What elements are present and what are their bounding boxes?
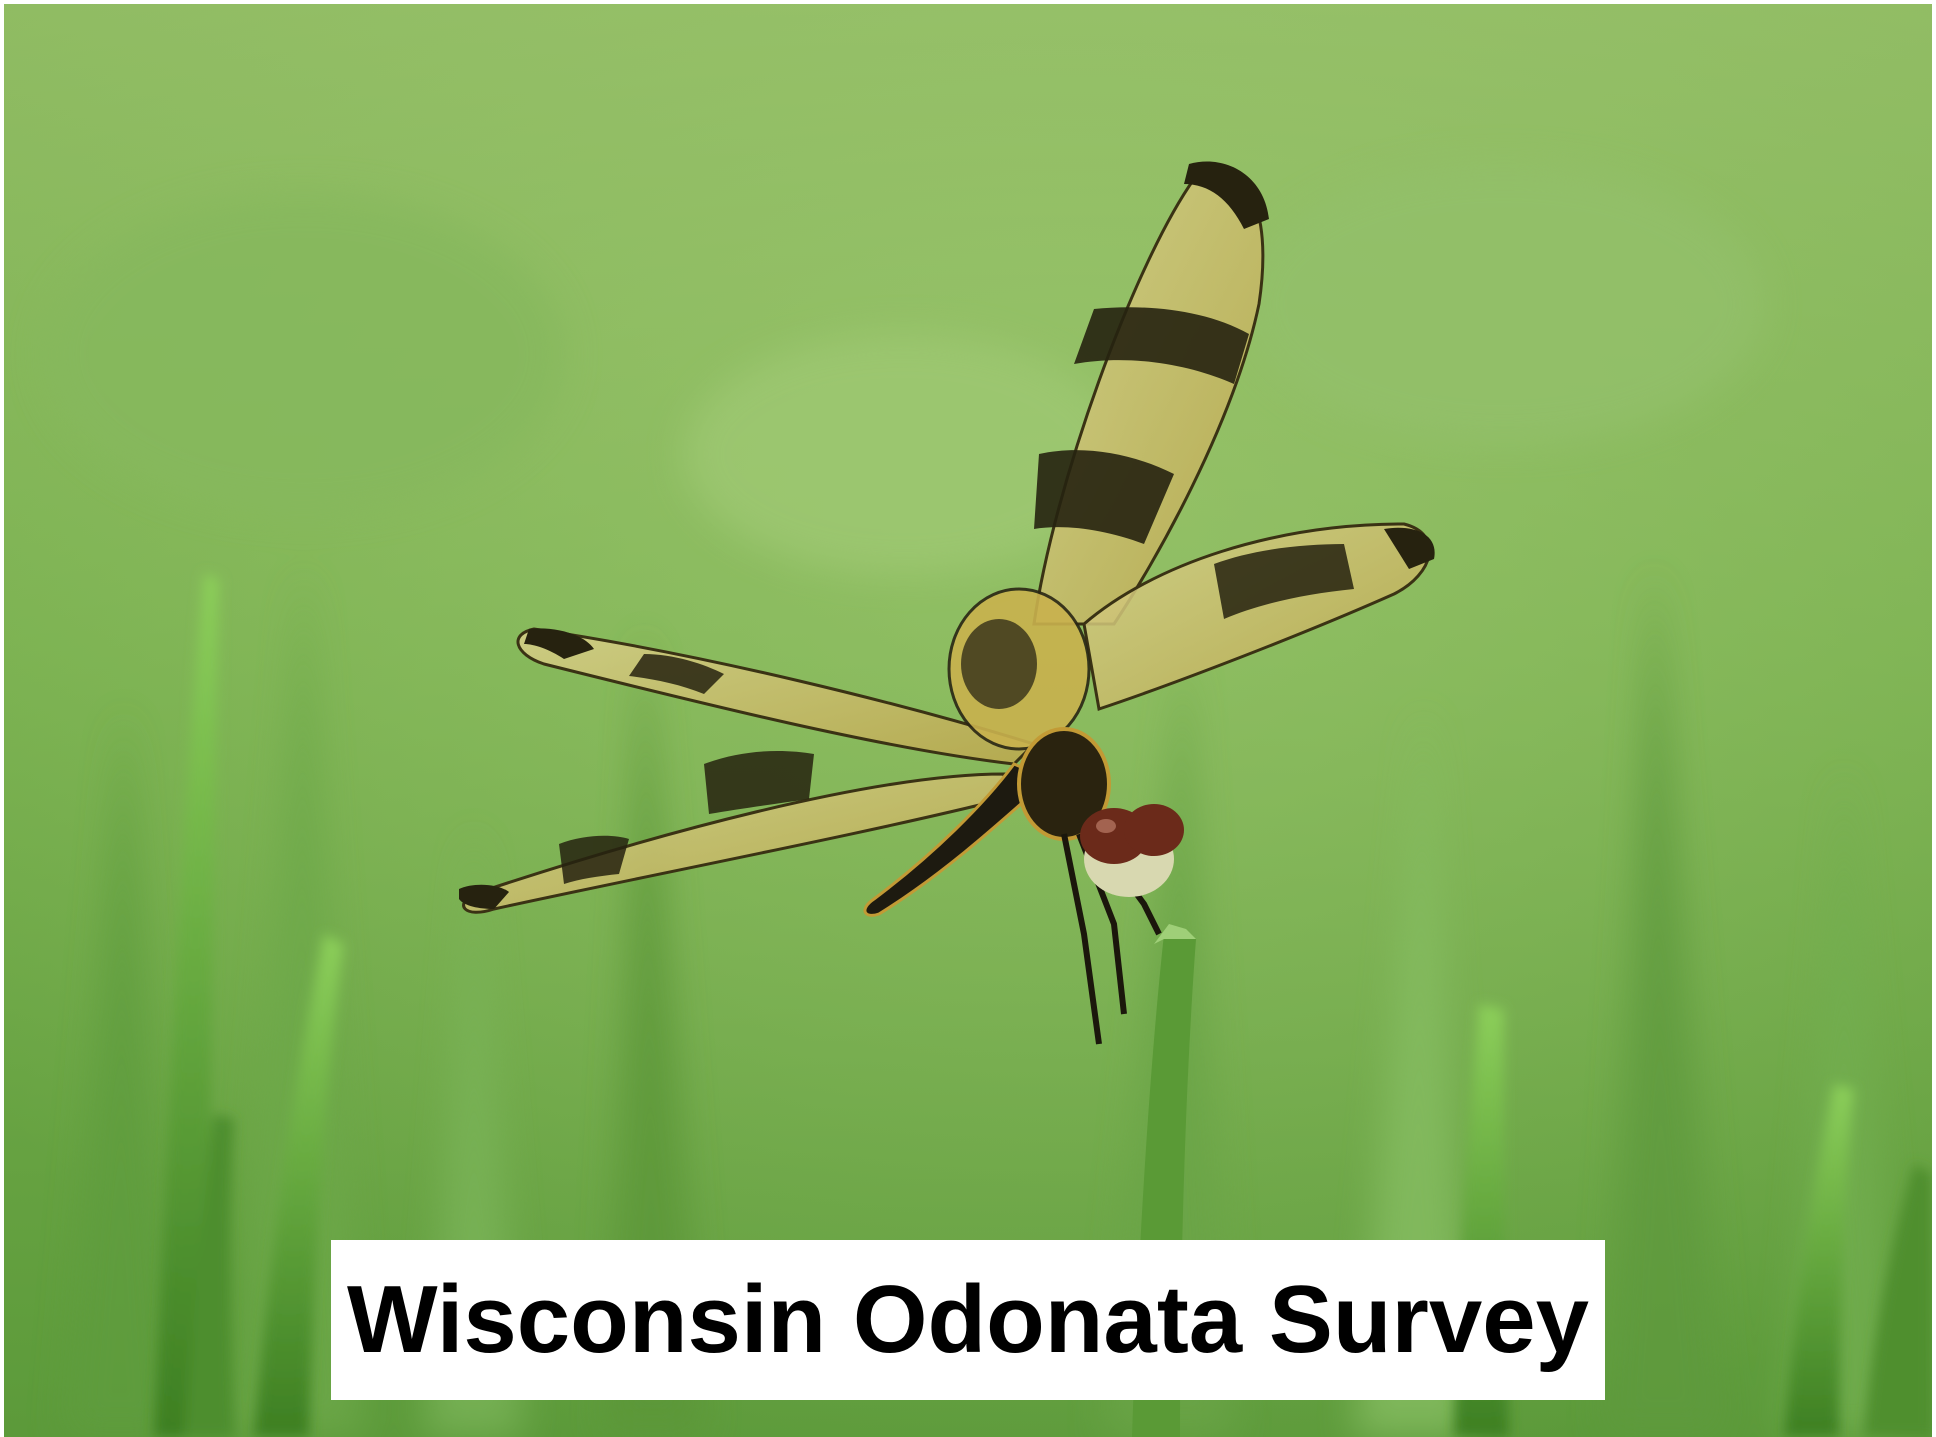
dragonfly-photo <box>4 4 1932 1437</box>
slide-title: Wisconsin Odonata Survey <box>346 1266 1590 1373</box>
title-banner: Wisconsin Odonata Survey <box>331 1240 1605 1400</box>
dragonfly <box>459 161 1435 1045</box>
